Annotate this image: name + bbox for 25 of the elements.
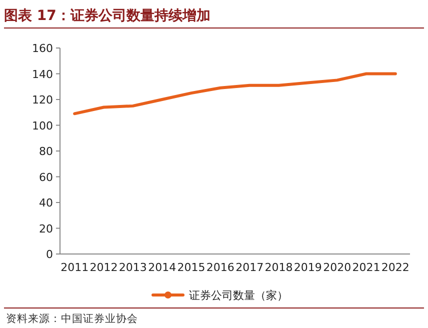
x-tick-label: 2020 xyxy=(323,261,352,274)
y-tick-label: 40 xyxy=(39,196,53,210)
y-tick-label: 20 xyxy=(39,222,53,236)
x-tick-label: 2013 xyxy=(118,261,147,274)
x-tick-label: 2017 xyxy=(236,261,264,274)
y-tick-label: 140 xyxy=(32,68,53,81)
x-tick-label: 2018 xyxy=(264,261,293,274)
line-series xyxy=(73,72,397,116)
x-tick-label: 2015 xyxy=(177,261,206,274)
x-tick-label: 2014 xyxy=(148,261,176,274)
y-tick-label: 80 xyxy=(39,145,53,158)
x-tick-label: 2019 xyxy=(294,261,322,274)
y-tick-label: 100 xyxy=(32,119,53,132)
x-tick-label: 2012 xyxy=(90,261,118,274)
x-tick-label: 2022 xyxy=(381,261,410,274)
y-tick-label: 0 xyxy=(46,248,53,261)
x-tick-label: 2021 xyxy=(352,261,380,274)
x-tick-label: 2011 xyxy=(60,261,89,274)
y-tick-label: 120 xyxy=(32,94,53,106)
legend-label: 证券公司数量（家） xyxy=(189,289,288,302)
title: 图表 17：证券公司数量持续增加 xyxy=(4,8,210,24)
text: 资料来源：中国证券业协会 xyxy=(6,312,138,325)
y-tick-label: 160 xyxy=(32,42,53,55)
y-tick-label: 60 xyxy=(39,170,53,184)
x-tick-label: 2016 xyxy=(206,261,234,274)
